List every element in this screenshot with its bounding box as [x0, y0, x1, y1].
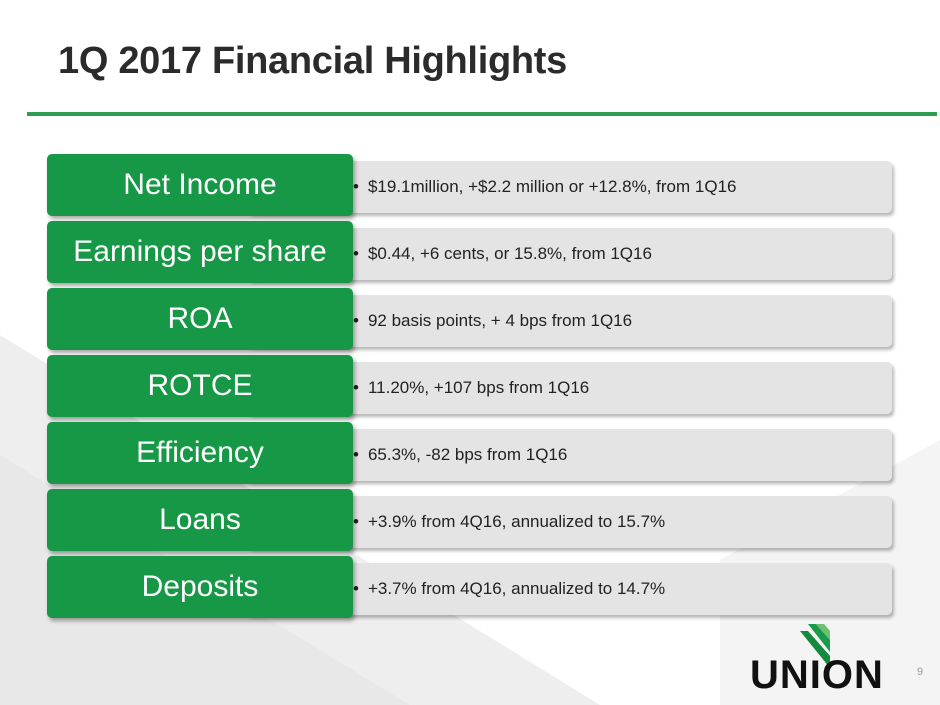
highlight-detail-bar: • 11.20%, +107 bps from 1Q16: [247, 362, 892, 414]
highlight-row-efficiency: • 65.3%, -82 bps from 1Q16 Efficiency: [47, 422, 897, 488]
highlight-label: ROTCE: [47, 355, 353, 417]
highlight-row-deposits: • +3.7% from 4Q16, annualized to 14.7% D…: [47, 556, 897, 622]
bullet: •: [353, 378, 359, 397]
bullet: •: [353, 579, 359, 598]
bullet: •: [353, 445, 359, 464]
highlight-row-eps: • $0.44, +6 cents, or 15.8%, from 1Q16 E…: [47, 221, 897, 287]
highlight-row-roa: • 92 basis points, + 4 bps from 1Q16 ROA: [47, 288, 897, 354]
highlight-detail-bar: • +3.9% from 4Q16, annualized to 15.7%: [247, 496, 892, 548]
bullet: •: [353, 177, 359, 196]
page-number: 9: [917, 666, 924, 678]
highlight-row-rotce: • 11.20%, +107 bps from 1Q16 ROTCE: [47, 355, 897, 421]
highlight-detail-text: 92 basis points, + 4 bps from 1Q16: [367, 311, 633, 330]
highlight-detail-text: 65.3%, -82 bps from 1Q16: [367, 445, 568, 464]
highlight-detail-text: 11.20%, +107 bps from 1Q16: [367, 378, 590, 397]
highlight-label: Loans: [47, 489, 353, 551]
highlight-detail-bar: • 92 basis points, + 4 bps from 1Q16: [247, 295, 892, 347]
title-divider: [27, 112, 937, 116]
bullet: •: [353, 512, 359, 531]
highlight-label: ROA: [47, 288, 353, 350]
highlight-detail-bar: • $19.1million, +$2.2 million or +12.8%,…: [247, 161, 892, 213]
highlight-detail-bar: • +3.7% from 4Q16, annualized to 14.7%: [247, 563, 892, 615]
highlight-detail-text: +3.7% from 4Q16, annualized to 14.7%: [367, 579, 666, 598]
highlight-detail-text: $0.44, +6 cents, or 15.8%, from 1Q16: [367, 244, 652, 263]
highlight-detail-bar: • 65.3%, -82 bps from 1Q16: [247, 429, 892, 481]
highlight-detail-text: $19.1million, +$2.2 million or +12.8%, f…: [367, 177, 737, 196]
logo-wordmark: UNION: [750, 653, 884, 692]
highlight-label: Deposits: [47, 556, 353, 618]
highlight-label: Efficiency: [47, 422, 353, 484]
union-chevron-logo-icon: UNION: [750, 624, 884, 692]
bullet: •: [353, 311, 359, 330]
highlight-row-loans: • +3.9% from 4Q16, annualized to 15.7% L…: [47, 489, 897, 555]
page-title: 1Q 2017 Financial Highlights: [58, 40, 567, 82]
bullet: •: [353, 244, 359, 263]
highlight-detail-bar: • $0.44, +6 cents, or 15.8%, from 1Q16: [247, 228, 892, 280]
highlight-detail-text: +3.9% from 4Q16, annualized to 15.7%: [367, 512, 666, 531]
highlight-label: Net Income: [47, 154, 353, 216]
highlight-label: Earnings per share: [47, 221, 353, 283]
highlight-row-net-income: • $19.1million, +$2.2 million or +12.8%,…: [47, 154, 897, 220]
